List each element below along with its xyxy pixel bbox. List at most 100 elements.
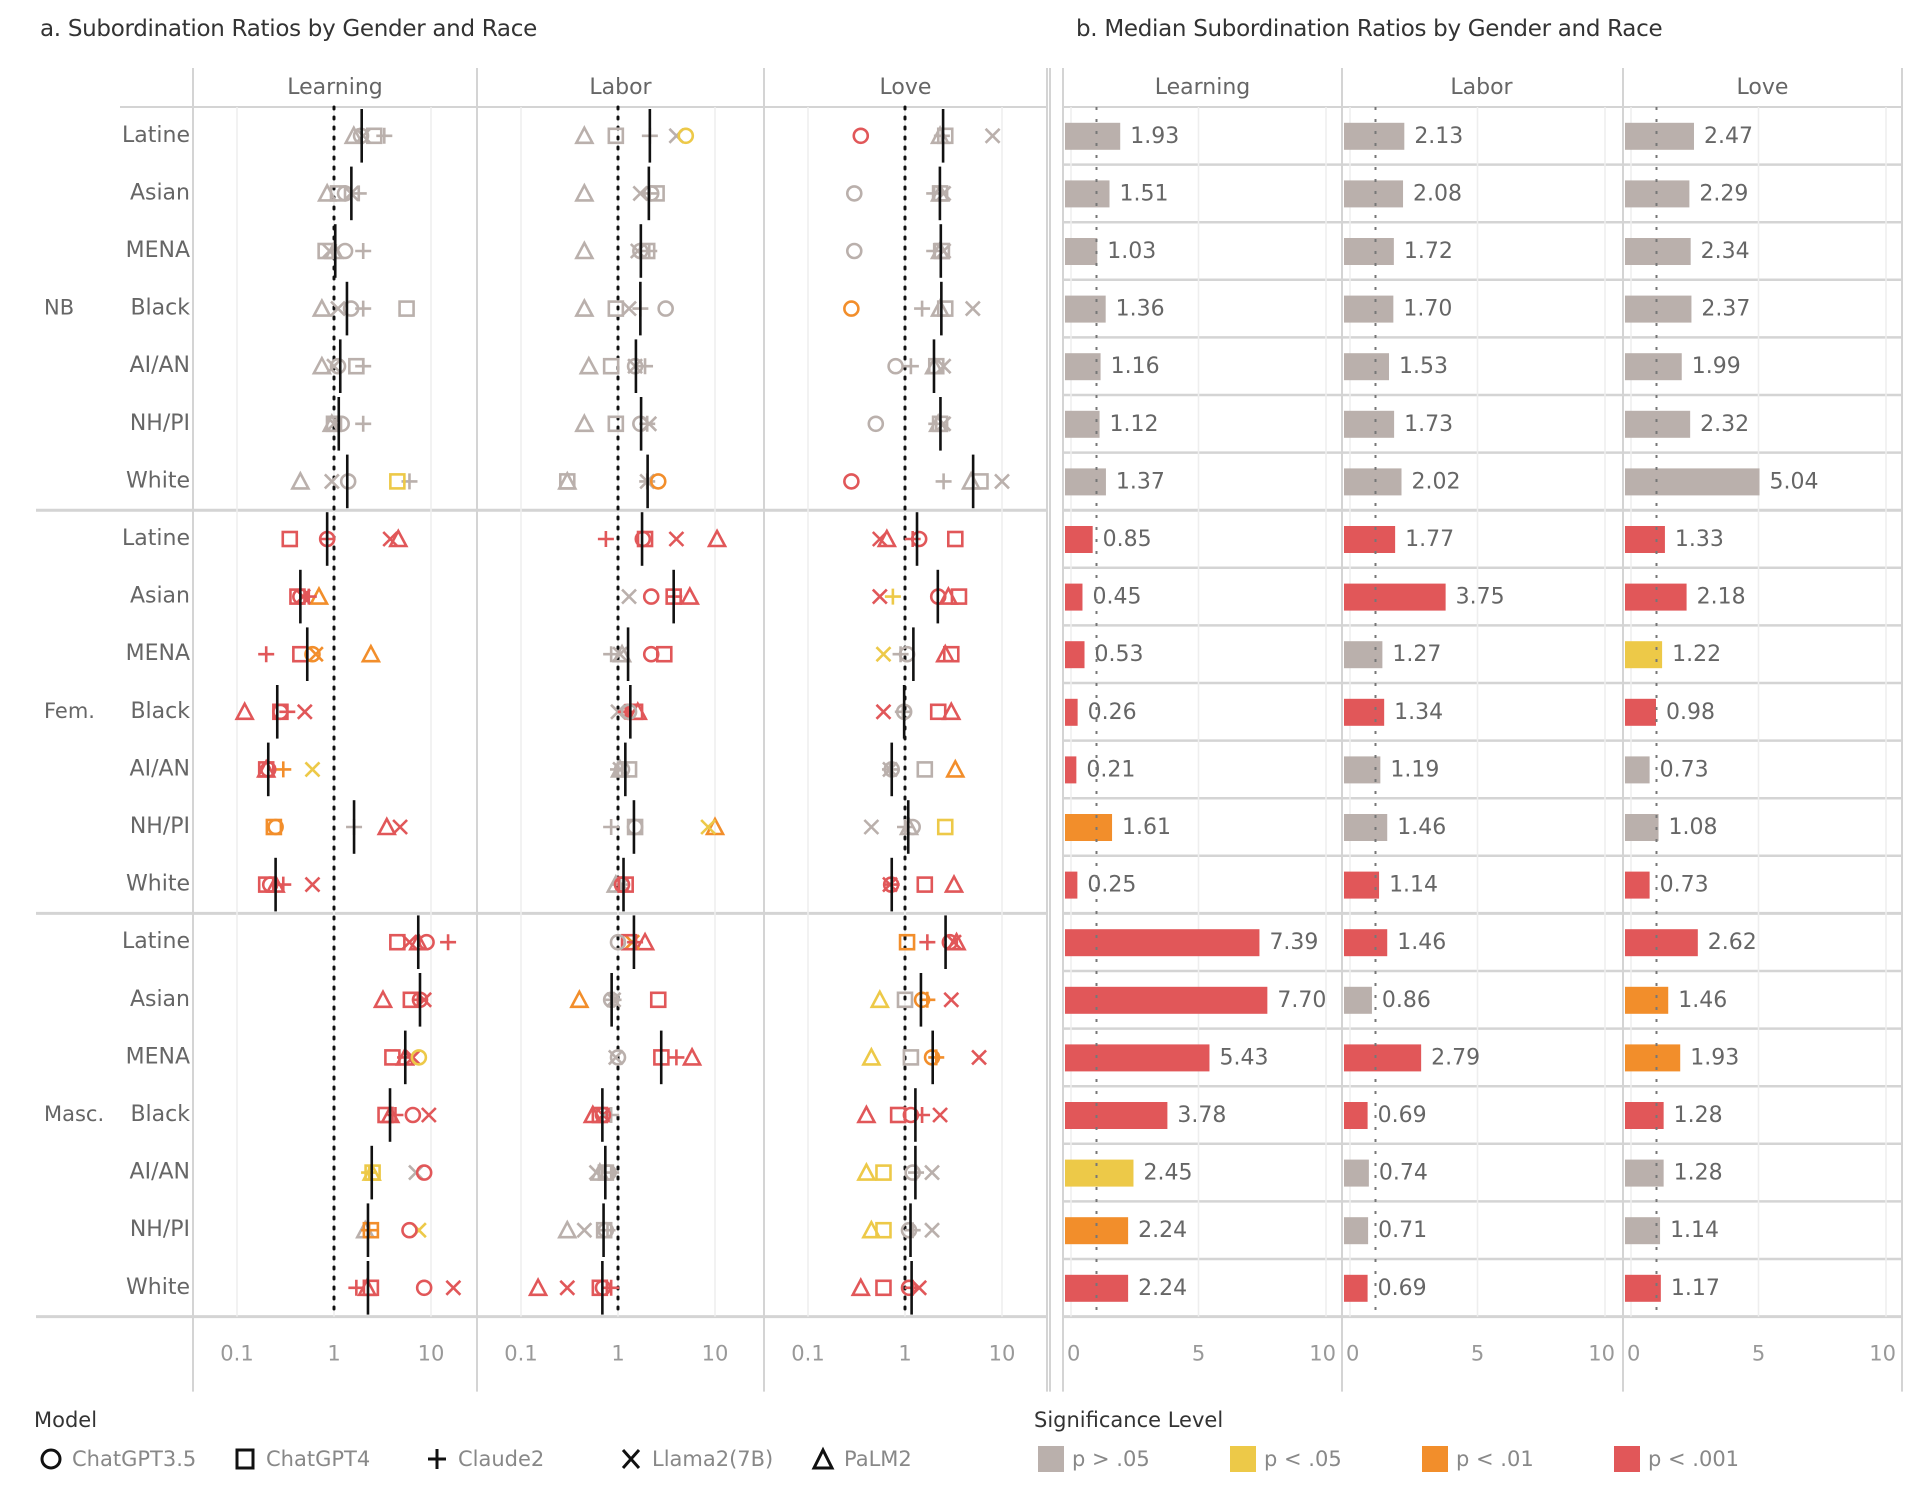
square-mark <box>936 127 954 145</box>
square-marker <box>936 127 954 145</box>
circle-marker <box>267 818 284 836</box>
plus-mark <box>884 588 901 605</box>
circle-mark <box>261 876 279 893</box>
bar-value-label: 2.37 <box>1701 297 1750 322</box>
square-mark <box>377 1106 394 1124</box>
bar-value-label: 1.72 <box>1404 239 1453 264</box>
circle-marker <box>657 300 674 317</box>
plus-marker <box>914 300 931 317</box>
bar <box>1344 986 1372 1014</box>
cross-marker <box>932 1107 949 1123</box>
bar <box>1625 1274 1661 1302</box>
bar-value-label: 0.86 <box>1382 988 1431 1013</box>
square-mark <box>329 185 347 202</box>
swatch-orange <box>1422 1446 1448 1472</box>
bar <box>1625 1102 1664 1129</box>
bar-value-label: 0.73 <box>1660 873 1709 898</box>
square-marker <box>950 588 968 605</box>
bar-value-label: 2.13 <box>1414 124 1463 149</box>
bar-value-label: 2.24 <box>1138 1218 1187 1243</box>
cross-mark <box>588 1164 605 1181</box>
square-mark <box>875 1279 892 1297</box>
square-marker <box>377 1106 394 1124</box>
bar-value-label: 1.46 <box>1397 815 1446 840</box>
bar-value-label: 0.26 <box>1088 700 1137 725</box>
circle-marker <box>902 1106 920 1124</box>
cross-mark <box>871 531 888 547</box>
triangle-mark <box>861 1046 882 1066</box>
x-tick-label: 5 <box>1752 1342 1765 1366</box>
bar-value-label: 1.34 <box>1394 700 1443 725</box>
cross-mark <box>700 819 717 835</box>
circle-marker <box>887 357 904 375</box>
square-mark <box>896 991 914 1009</box>
bar <box>1625 929 1698 957</box>
group-label: NB <box>44 296 74 320</box>
square-mark <box>325 415 343 433</box>
triangle-marker <box>869 989 890 1009</box>
bar-value-label: 0.98 <box>1666 700 1715 725</box>
triangle-marker <box>876 528 898 548</box>
legend-label: p < .001 <box>1648 1447 1740 1471</box>
bar <box>1625 238 1691 265</box>
bar <box>1625 641 1663 669</box>
plus-mark <box>258 646 275 663</box>
square-mark <box>936 300 954 317</box>
legend-item-ns: p > .05 <box>1038 1446 1150 1472</box>
bar <box>1625 353 1682 381</box>
bar-value-label: 2.34 <box>1701 239 1750 264</box>
row-label: NH/PI <box>130 1217 190 1242</box>
circle-mark <box>415 1164 433 1181</box>
cross-marker <box>875 646 892 663</box>
bar-value-label: 1.08 <box>1669 815 1718 840</box>
circle-marker <box>336 242 354 260</box>
circle-marker <box>600 1164 617 1181</box>
cross-marker <box>863 819 880 835</box>
bar <box>1344 1217 1369 1245</box>
bar <box>1344 871 1380 899</box>
triangle-marker <box>574 182 595 202</box>
cross-mark <box>382 531 399 547</box>
bar <box>1625 1159 1664 1187</box>
triangle-marker <box>388 528 409 548</box>
x-tick-label: 0 <box>1627 1342 1640 1366</box>
bar <box>1625 756 1650 784</box>
cross-marker <box>964 300 981 317</box>
square-mark <box>902 1049 920 1066</box>
square-marker <box>927 357 945 375</box>
column-header: Learning <box>1155 75 1251 100</box>
triangle-icon <box>811 1446 835 1470</box>
plus-marker <box>603 646 620 663</box>
legend-label: p > .05 <box>1072 1447 1150 1471</box>
triangle-marker <box>706 528 728 548</box>
bar <box>1065 295 1106 323</box>
triangle-mark <box>372 989 394 1009</box>
triangle-mark <box>557 1219 578 1239</box>
triangle-mark <box>943 873 965 893</box>
bar <box>1344 641 1383 669</box>
square-marker <box>649 991 667 1009</box>
x-tick-label: 5 <box>1471 1342 1484 1366</box>
circle-marker <box>415 1164 433 1181</box>
bar-value-label: 2.18 <box>1697 585 1746 610</box>
bar <box>1625 814 1659 841</box>
bar <box>1344 526 1396 553</box>
square-marker <box>946 530 964 548</box>
triangle-marker <box>856 1104 877 1124</box>
cross-marker <box>420 1107 437 1123</box>
triangle-mark <box>574 125 595 145</box>
bar-value-label: 0.69 <box>1378 1276 1427 1301</box>
square-mark <box>916 876 934 893</box>
circle-mark <box>900 1279 918 1297</box>
square-marker <box>325 415 343 433</box>
bar-value-label: 2.02 <box>1412 469 1461 494</box>
cross-marker <box>323 473 340 490</box>
bar-value-label: 0.85 <box>1103 527 1152 552</box>
bar <box>1065 756 1077 784</box>
bar <box>1344 1159 1369 1187</box>
x-tick-label: 10 <box>702 1342 729 1366</box>
plus-marker <box>597 531 614 547</box>
bar-value-label: 7.70 <box>1277 988 1326 1013</box>
circle-mark <box>272 703 289 721</box>
